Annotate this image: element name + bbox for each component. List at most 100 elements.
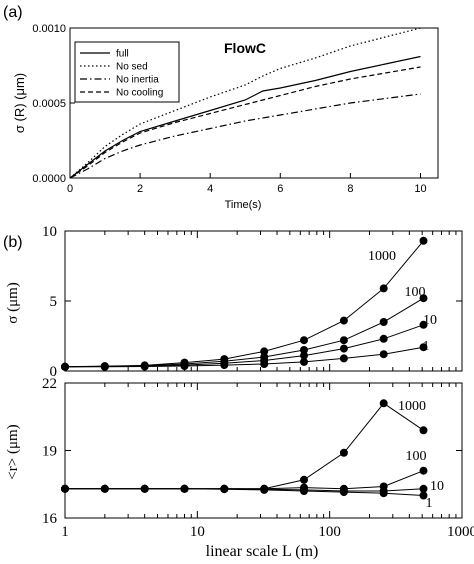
b-series-label: 1	[423, 339, 430, 354]
a-x-tick-label: 10	[414, 183, 426, 195]
panel-a-x-ticks: 0 2 4 6 8 10	[67, 173, 427, 195]
panel-a-label: (a)	[3, 4, 23, 21]
b-data-point	[300, 346, 308, 354]
panel-a-y-ticks: 0.0000 0.0005 0.0010	[32, 23, 75, 185]
b-y-tick-label: 19	[42, 444, 57, 460]
legend-entry-label: No sed	[116, 62, 148, 73]
b-data-point	[419, 466, 428, 475]
b-y-tick-label: 22	[42, 376, 57, 392]
b-y-tick-label: 0	[50, 364, 58, 380]
a-y-tick-label: 0.0010	[32, 23, 66, 35]
b-data-point	[100, 484, 109, 493]
panel-b-upper-y-ticks: 0 5 10	[42, 224, 462, 380]
a-series-line-full	[70, 55, 421, 178]
panel-b-upper-series: 1000 100 10 1	[61, 236, 437, 371]
b-data-point	[339, 336, 348, 345]
b-series-label: 10	[430, 479, 444, 494]
b-data-point	[379, 350, 388, 359]
panel-a-x-axis-label: Time(s)	[225, 199, 262, 211]
b-data-point	[419, 426, 428, 435]
b-data-point	[419, 294, 428, 303]
b-data-point	[300, 487, 308, 495]
b-series-label: 100	[405, 285, 426, 300]
panel-a-series	[70, 28, 421, 178]
b-series-line	[65, 402, 424, 490]
a-y-tick-label: 0.0005	[32, 98, 66, 110]
b-series-label: 1000	[398, 399, 426, 414]
panel-a: (a) FlowC 0.0000 0.0005 0.0010 0 2 4 6 8 10 σ (…	[3, 4, 439, 211]
b-data-point	[140, 484, 149, 493]
panel-a-legend: full No sed No inertia No cooling	[74, 41, 180, 103]
b-data-point	[419, 484, 428, 493]
b-y-tick-label: 16	[42, 511, 58, 527]
b-x-tick-label: 1000	[447, 524, 474, 540]
b-data-point	[61, 484, 69, 493]
b-series-label: 100	[406, 449, 427, 464]
b-data-point	[61, 362, 69, 371]
panel-b-lower-y-ticks: 16 19 22	[42, 376, 462, 527]
b-data-point	[339, 354, 348, 363]
b-data-point	[339, 488, 348, 497]
panel-b-x-axis-label: linear scale L (m)	[206, 543, 319, 560]
b-data-point	[419, 343, 428, 352]
b-data-point	[379, 489, 388, 498]
b-y-tick-label: 10	[42, 224, 57, 240]
panel-b-lower-y-axis-label: <r> (μm)	[5, 424, 21, 479]
b-data-point	[379, 334, 388, 343]
a-x-tick-label: 8	[347, 183, 353, 195]
b-data-point	[419, 491, 428, 500]
b-series-line	[65, 470, 424, 490]
b-data-point	[339, 448, 348, 457]
b-series-line	[65, 488, 424, 496]
a-x-tick-label: 0	[67, 183, 73, 195]
a-x-tick-label: 2	[137, 183, 143, 195]
a-series-line-no-cooling	[70, 66, 421, 178]
panel-b-label: (b)	[3, 234, 23, 251]
b-data-point	[339, 316, 348, 325]
b-data-point	[300, 351, 308, 360]
b-data-point	[379, 284, 388, 293]
panel-b-x-ticks: 1 10 100 1000	[61, 231, 474, 540]
b-data-point	[100, 362, 109, 371]
b-data-point	[379, 318, 388, 326]
b-x-tick-label: 100	[318, 524, 341, 540]
legend-box	[74, 41, 180, 103]
b-series-label: 10	[423, 313, 437, 328]
b-data-point	[339, 344, 348, 353]
a-x-tick-label: 4	[207, 183, 213, 195]
a-x-tick-label: 6	[277, 183, 283, 195]
b-x-tick-label: 10	[190, 524, 205, 540]
b-series-label: 1	[426, 496, 433, 511]
b-data-point	[180, 362, 189, 370]
b-series-label: 1000	[368, 249, 396, 264]
panel-a-title: FlowC	[224, 40, 266, 56]
legend-entry-label: full	[116, 49, 129, 60]
b-y-tick-label: 5	[50, 294, 58, 310]
b-data-point	[220, 485, 229, 494]
panel-a-y-axis-label: σ (R) (μm)	[12, 73, 27, 133]
b-data-point	[300, 336, 308, 345]
b-data-point	[300, 475, 308, 484]
b-series-line	[65, 346, 424, 368]
b-data-point	[419, 236, 428, 245]
b-data-point	[300, 357, 308, 366]
b-data-point	[260, 485, 269, 494]
b-x-tick-label: 1	[61, 524, 69, 540]
legend-entry-label: No cooling	[116, 88, 163, 99]
a-series-line-no-inertia	[70, 93, 421, 178]
b-data-point	[419, 320, 428, 329]
a-y-tick-label: 0.0000	[32, 173, 66, 185]
panel-b-upper-y-axis-label: σ (μm)	[5, 282, 21, 324]
b-data-point	[180, 484, 189, 493]
b-data-point	[260, 347, 269, 356]
b-data-point	[260, 360, 269, 368]
b-data-point	[379, 399, 388, 408]
b-data-point	[140, 362, 149, 371]
b-series-line	[64, 324, 424, 368]
b-data-point	[220, 361, 229, 370]
legend-entry-label: No inertia	[116, 75, 159, 86]
b-series-line	[64, 297, 424, 368]
